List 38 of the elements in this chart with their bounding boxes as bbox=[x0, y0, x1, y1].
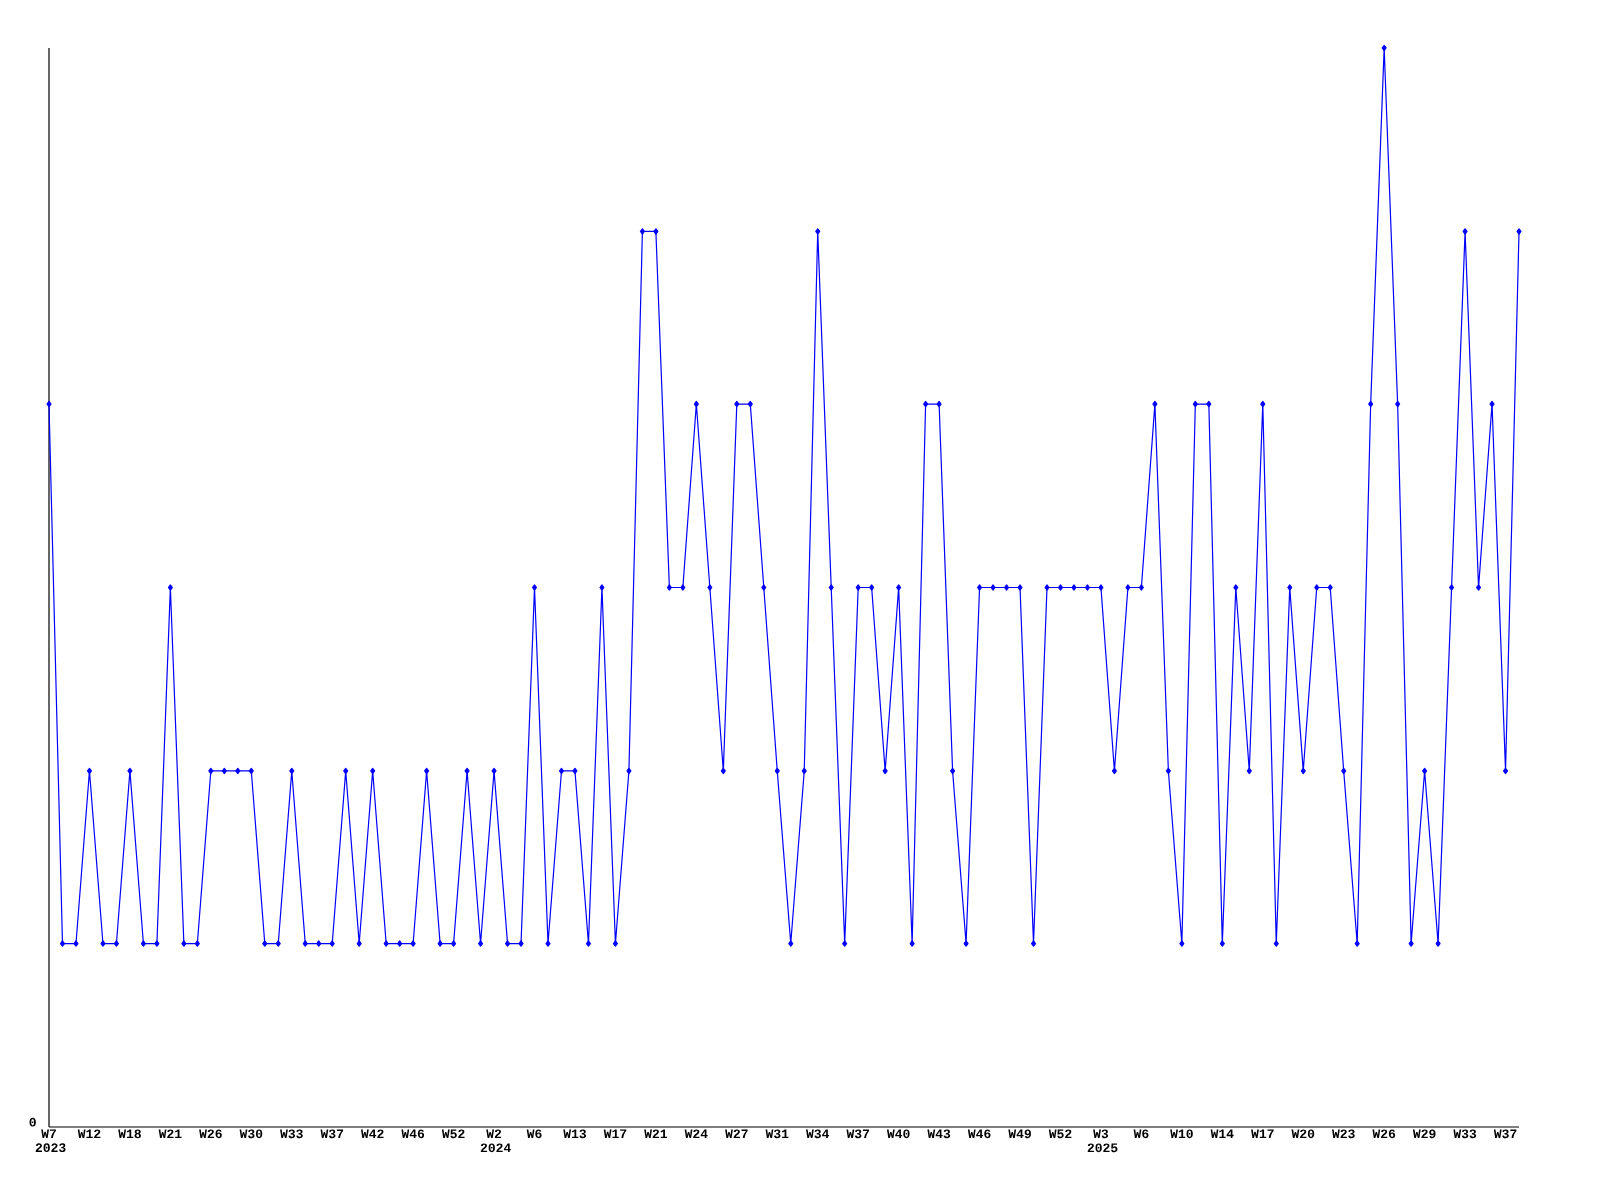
x-tick-label: W13 bbox=[563, 1129, 587, 1139]
x-tick-label: W37 bbox=[846, 1129, 870, 1139]
x-tick-label: W17 bbox=[1251, 1129, 1274, 1138]
x-tick-label: W20 bbox=[1291, 1129, 1315, 1139]
x-tick-label: W18 bbox=[118, 1129, 141, 1139]
x-tick-label: W37 bbox=[320, 1129, 344, 1139]
x-tick-label: W21 bbox=[644, 1129, 668, 1139]
x-tick-label: W2 2024 bbox=[480, 1129, 511, 1153]
x-tick-label: W14 bbox=[1210, 1129, 1234, 1138]
x-tick-label: W27 bbox=[725, 1129, 748, 1139]
x-tick-label: W6 bbox=[526, 1129, 542, 1139]
x-tick-label: W33 bbox=[280, 1129, 303, 1139]
x-tick-label: W52 bbox=[1048, 1129, 1072, 1139]
x-tick-label: W49 bbox=[1008, 1129, 1031, 1139]
x-tick-label: W7 2023 bbox=[35, 1129, 66, 1153]
x-tick-label: W3 2025 bbox=[1087, 1129, 1118, 1153]
x-tick-label: W42 bbox=[360, 1129, 384, 1139]
x-tick-label: W17 bbox=[603, 1129, 627, 1138]
x-tick-label: W29 bbox=[1412, 1129, 1436, 1139]
x-tick-label: W31 bbox=[765, 1129, 789, 1139]
x-tick-label: W26 bbox=[199, 1129, 222, 1139]
x-tick-label: W24 bbox=[684, 1129, 708, 1139]
x-tick-label: W33 bbox=[1453, 1129, 1477, 1139]
x-tick-label: W10 bbox=[1170, 1129, 1193, 1139]
x-tick-label: W52 bbox=[441, 1129, 465, 1139]
x-tick-label: W26 bbox=[1372, 1129, 1396, 1139]
text: 0 bbox=[29, 1117, 36, 1127]
x-tick-label: W12 bbox=[77, 1129, 101, 1139]
x-tick-label: W21 bbox=[158, 1129, 182, 1139]
x-tick-label: W6 bbox=[1133, 1129, 1149, 1139]
x-tick-label: W30 bbox=[239, 1129, 263, 1139]
x-tick-label: W40 bbox=[886, 1129, 910, 1139]
x-tick-label: W34 bbox=[806, 1129, 830, 1139]
x-tick-label: W37 bbox=[1493, 1129, 1517, 1139]
x-tick-label: W43 bbox=[927, 1129, 951, 1139]
x-tick-label: W46 bbox=[967, 1129, 991, 1139]
x-tick-label: W23 bbox=[1332, 1129, 1355, 1139]
x-tick-label: W46 bbox=[401, 1129, 425, 1139]
